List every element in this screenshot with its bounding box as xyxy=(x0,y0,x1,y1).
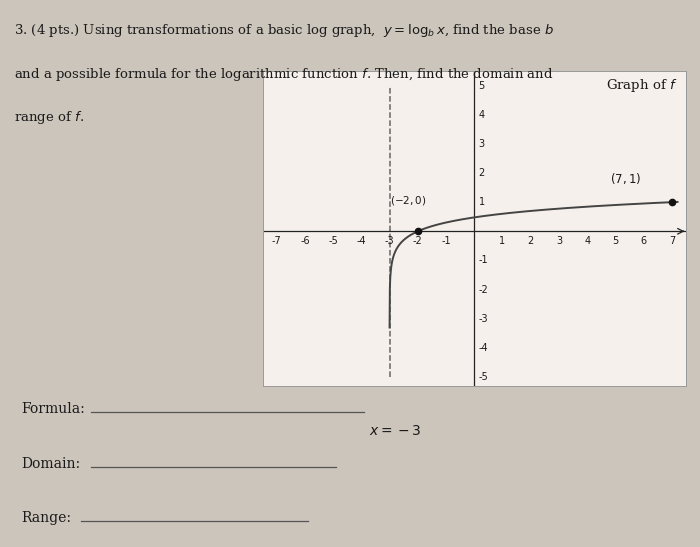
Text: 5: 5 xyxy=(612,236,619,246)
Text: -6: -6 xyxy=(300,236,309,246)
Text: 2: 2 xyxy=(528,236,534,246)
Text: $x=-3$: $x=-3$ xyxy=(370,424,421,438)
Text: $(7, 1)$: $(7, 1)$ xyxy=(610,171,641,186)
Text: 5: 5 xyxy=(479,80,484,91)
Text: Graph of $f$: Graph of $f$ xyxy=(606,78,678,95)
Text: 2: 2 xyxy=(479,168,484,178)
Text: 1: 1 xyxy=(479,197,484,207)
Text: 7: 7 xyxy=(668,236,675,246)
Text: 3: 3 xyxy=(556,236,562,246)
Text: Range:: Range: xyxy=(21,511,71,526)
Text: -1: -1 xyxy=(441,236,451,246)
Text: -2: -2 xyxy=(413,236,423,246)
Text: -5: -5 xyxy=(328,236,338,246)
Text: -4: -4 xyxy=(356,236,366,246)
Text: -3: -3 xyxy=(479,313,488,324)
Text: and a possible formula for the logarithmic function $f$. Then, find the domain a: and a possible formula for the logarithm… xyxy=(14,66,554,83)
Text: Formula:: Formula: xyxy=(21,402,85,416)
Text: 1: 1 xyxy=(499,236,505,246)
Text: $(-2, 0)$: $(-2, 0)$ xyxy=(389,194,426,207)
Text: -3: -3 xyxy=(385,236,394,246)
Text: 3: 3 xyxy=(479,139,484,149)
Text: 3. (4 pts.) Using transformations of a basic log graph,  $y = \log_b x$, find th: 3. (4 pts.) Using transformations of a b… xyxy=(14,22,554,39)
Text: -5: -5 xyxy=(479,372,488,382)
Text: range of $f$.: range of $f$. xyxy=(14,109,84,126)
Text: Domain:: Domain: xyxy=(21,457,80,471)
Text: -4: -4 xyxy=(479,343,488,353)
Text: 4: 4 xyxy=(479,110,484,120)
Text: -2: -2 xyxy=(479,284,488,294)
Text: -7: -7 xyxy=(272,236,281,246)
Text: 6: 6 xyxy=(640,236,647,246)
Text: 4: 4 xyxy=(584,236,590,246)
Text: -1: -1 xyxy=(479,255,488,265)
